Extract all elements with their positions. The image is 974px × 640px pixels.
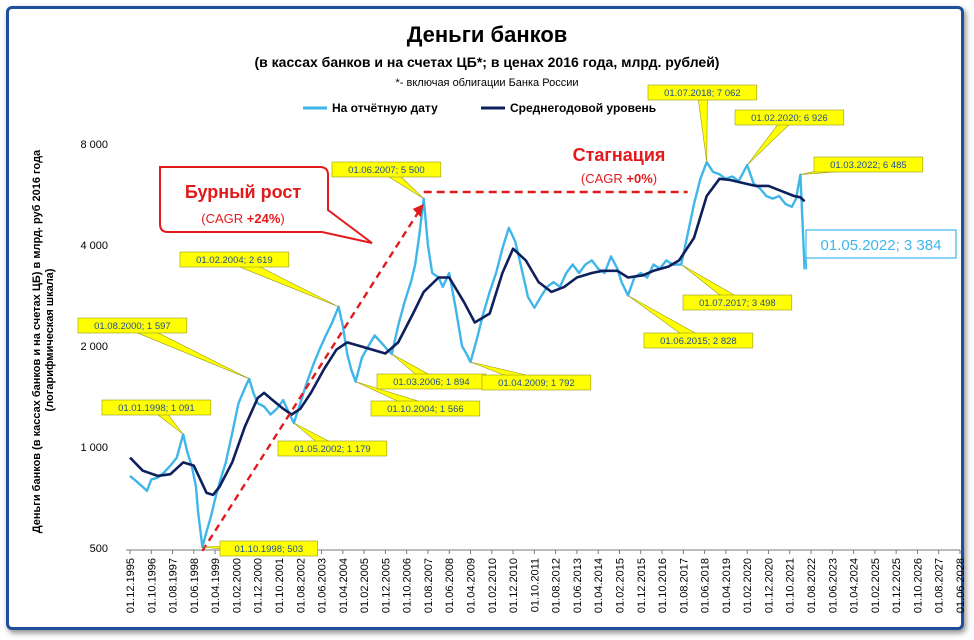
x-tick-label: 01.12.2000: [253, 558, 265, 613]
x-tick-label: 01.12.2010: [508, 558, 520, 613]
callout-label: 01.02.2020; 6 926: [751, 113, 828, 124]
x-tick-label: 01.08.2022: [806, 558, 818, 613]
x-tick-label: 01.02.2000: [231, 558, 243, 613]
callout-label: 01.03.2022; 6 485: [830, 160, 907, 171]
x-tick-label: 01.12.2020: [763, 558, 775, 613]
callout-label: 01.10.1998; 503: [234, 544, 303, 555]
x-tick-label: 01.04.2014: [593, 558, 605, 613]
callout-label: 01.05.2002; 1 179: [294, 444, 371, 455]
x-tick-label: 01.04.1999: [210, 558, 222, 613]
callout-label: 01.08.2000; 1 597: [94, 321, 171, 332]
series-line-actual: [129, 161, 806, 549]
growth-title: Бурный рост: [185, 182, 302, 202]
callout-box: [813, 156, 924, 173]
x-tick-label: 01.04.2019: [721, 558, 733, 613]
x-tick-label: 01.06.2023: [827, 558, 839, 613]
callout-box: [77, 317, 188, 334]
x-tick-label: 01.08.2012: [551, 558, 563, 613]
y-tick-label: 8 000: [80, 139, 108, 151]
x-tick-label: 01.06.2008: [444, 558, 456, 613]
callouts-group: 01.01.1998; 1 091 01.10.1998; 503 01.08.20…: [77, 84, 957, 557]
x-tick-label: 01.10.2016: [657, 558, 669, 613]
callout-label: 01.02.2004; 2 619: [196, 255, 273, 266]
x-tick-label: 01.06.2018: [700, 558, 712, 613]
growth-box: [159, 166, 373, 244]
legend-label-avg: Среднегодовой уровень: [510, 101, 656, 115]
callout-label: 01.10.2004; 1 566: [387, 404, 464, 415]
callout-box: [179, 251, 290, 268]
x-tick-label: 01.06.2003: [317, 558, 329, 613]
callout-box: [370, 400, 481, 417]
callout-box: [101, 399, 212, 416]
x-tick-label: 01.02.2005: [359, 558, 371, 613]
callout-box: [481, 374, 592, 391]
callout-box: [682, 294, 793, 311]
y-tick-label: 1 000: [80, 442, 108, 454]
x-tick-label: 01.08.1997: [168, 558, 180, 613]
x-tick-label: 01.04.2004: [338, 558, 350, 613]
legend-label-actual: На отчётную дату: [332, 101, 438, 115]
x-tick-label: 01.02.2015: [614, 558, 626, 613]
x-tick-label: 01.12.1995: [125, 558, 137, 613]
callout-box: [734, 109, 845, 126]
chart-title: Деньги банков: [407, 22, 568, 47]
x-tick-label: 01.10.2026: [912, 558, 924, 613]
x-tick-label: 01.08.2002: [295, 558, 307, 613]
stagnation-cagr: (CAGR +0%): [581, 171, 657, 186]
x-tick-label: 01.06.2028: [955, 558, 967, 613]
x-tick-label: 01.06.2013: [572, 558, 584, 613]
x-tick-label: 01.10.2021: [785, 558, 797, 613]
x-tick-label: 01.08.2007: [423, 558, 435, 613]
x-tick-label: 01.02.2010: [487, 558, 499, 613]
x-tick-label: 01.10.1996: [146, 558, 158, 613]
x-tick-label: 01.02.2025: [870, 558, 882, 613]
growth-arrow-head: [412, 203, 424, 217]
callout-box: [643, 332, 754, 349]
callout-pointer: [697, 91, 708, 163]
annotations-group: Бурный рост (CAGR +24%) Стагнация (CAGR +0%…: [159, 145, 688, 552]
growth-cagr: (CAGR +24%): [201, 211, 284, 226]
growth-trend-line: [201, 209, 421, 552]
x-tick-label: 01.06.1998: [189, 558, 201, 613]
x-tick-label: 01.04.2009: [466, 558, 478, 613]
callout-label: 01.03.2006; 1 894: [393, 377, 470, 388]
x-tick-label: 01.12.2005: [380, 558, 392, 613]
callout-label: 01.04.2009; 1 792: [498, 378, 575, 389]
x-tick-label: 01.08.2027: [934, 558, 946, 613]
last-value-label: 01.05.2022; 3 384: [821, 237, 942, 254]
callout-label: 01.07.2017; 3 498: [699, 298, 776, 309]
callout-label: 01.01.1998; 1 091: [118, 403, 195, 414]
series-line-average: [129, 177, 806, 497]
x-tick-label: 01.04.2024: [849, 558, 861, 613]
callout-box: [277, 440, 388, 457]
chart-subtitle: (в кассах банков и на счетах ЦБ*; в цена…: [255, 54, 720, 70]
x-tick-label: 01.12.2015: [636, 558, 648, 613]
callout-box: [219, 540, 318, 557]
y-tick-label: 4 000: [80, 240, 108, 252]
series-group: [129, 161, 806, 549]
callout-box: [647, 84, 758, 101]
x-tick-label: 01.12.2025: [891, 558, 903, 613]
last-value-box: [805, 229, 957, 259]
stagnation-title: Стагнация: [573, 145, 666, 165]
x-tick-label: 01.08.2017: [678, 558, 690, 613]
callout-label: 01.06.2015; 2 828: [660, 336, 737, 347]
callout-label: 01.07.2018; 7 062: [664, 88, 741, 99]
x-tick-label: 01.02.2020: [742, 558, 754, 613]
x-tick-label: 01.10.2001: [274, 558, 286, 613]
callout-label: 01.06.2007; 5 500: [348, 165, 425, 176]
y-tick-label: 2 000: [80, 341, 108, 353]
x-tick-label: 01.10.2011: [529, 558, 541, 612]
x-tick-label: 01.10.2006: [402, 558, 414, 613]
callout-box: [331, 161, 442, 178]
axes-group: 500 1 000 2 000 4 000 8 000 01.12.1995 01.10.1…: [80, 139, 967, 613]
chart-footnote: *- включая облигации Банка России: [396, 77, 579, 89]
y-axis-label: Деньги банков (в кассах банков и на счет…: [31, 147, 56, 533]
y-tick-label: 500: [90, 543, 108, 555]
